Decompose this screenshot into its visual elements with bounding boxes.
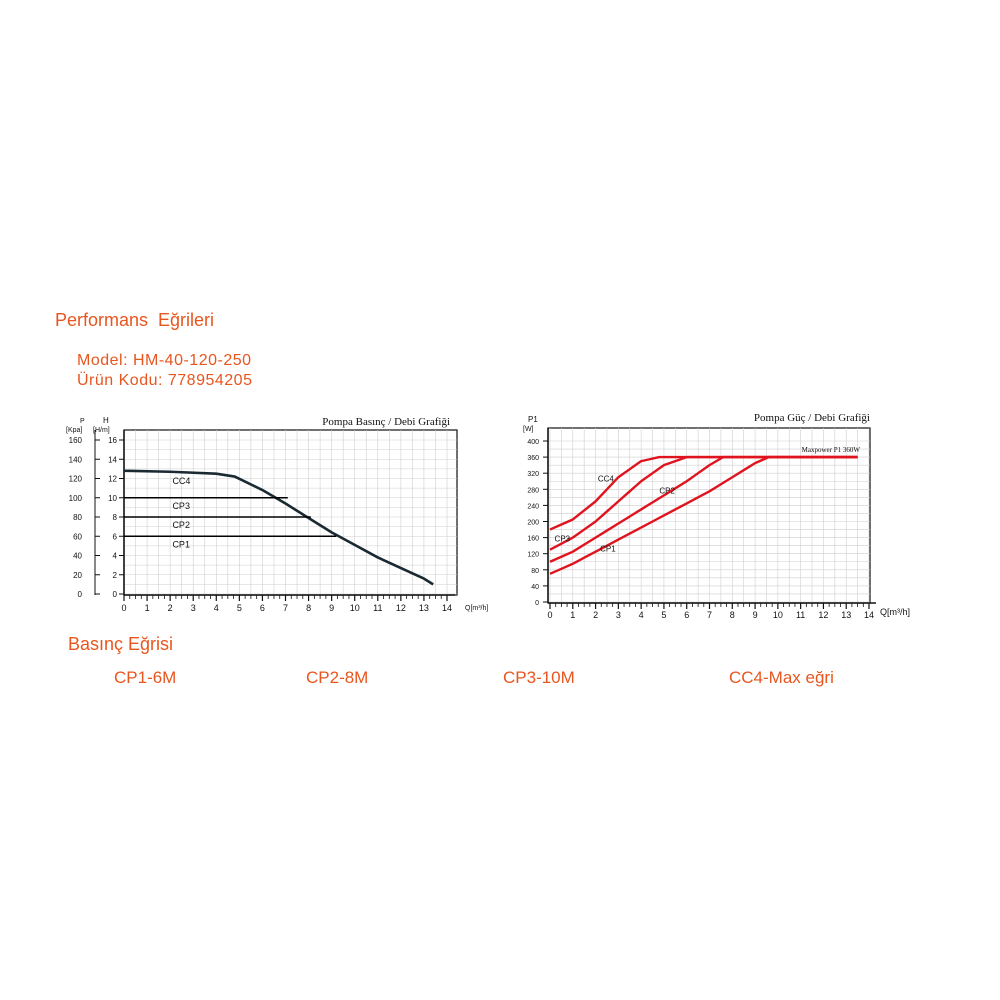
x-tick-label: 13 [841, 610, 851, 620]
x-tick-label: 7 [707, 610, 712, 620]
y-tick-label: 240 [527, 503, 539, 510]
y-tick-label: 80 [531, 568, 539, 575]
y-tick-label-h: 12 [108, 475, 117, 484]
y-axis-label: P1 [528, 415, 538, 424]
x-tick-label: 11 [373, 603, 382, 613]
product-code-label: Ürün Kodu: 778954205 [77, 372, 253, 389]
y-tick-label-h: 4 [113, 552, 118, 561]
x-tick-label: 9 [329, 603, 334, 613]
series-cp2-label: CP2 [659, 486, 675, 495]
y-tick-label-h: 0 [113, 590, 118, 599]
legend-item-cp3: CP3-10M [503, 668, 575, 687]
x-tick-label: 3 [191, 603, 196, 613]
y-tick-label-p: 40 [73, 552, 82, 561]
x-tick-label: 6 [260, 603, 265, 613]
x-tick-label: 11 [796, 610, 805, 620]
h-axis-label: H [103, 416, 109, 425]
max-power-annotation: Maxpower P1 360W [802, 446, 861, 454]
y-tick-label-p: 80 [73, 513, 82, 522]
x-tick-label: 7 [283, 603, 288, 613]
x-axis-label: Q[m³/h] [465, 605, 488, 612]
x-tick-label: 1 [570, 610, 575, 620]
chart-title: Pompa Güç / Debi Grafiği [754, 412, 870, 424]
p-axis-label: P [80, 418, 85, 425]
y-tick-label-p: 60 [73, 532, 82, 541]
x-tick-label: 1 [145, 603, 150, 613]
chart-title: Pompa Basınç / Debi Grafiği [322, 416, 450, 428]
legend-item-cp1: CP1-6M [114, 668, 177, 687]
p-axis-unit: [Kpa] [66, 427, 82, 434]
x-tick-label: 0 [547, 610, 552, 620]
legend-item-cc4: CC4-Max eğri [729, 668, 834, 687]
series-cc4-label: CC4 [172, 476, 190, 486]
x-tick-label: 0 [121, 603, 126, 613]
y-tick-label: 0 [535, 600, 539, 607]
x-tick-label: 5 [661, 610, 666, 620]
y-tick-label: 360 [527, 455, 539, 462]
x-tick-label: 2 [593, 610, 598, 620]
legend-title: Basınç Eğrisi [68, 634, 174, 654]
y-tick-label-h: 8 [113, 513, 118, 522]
x-tick-label: 3 [616, 610, 621, 620]
model-label: Model: HM-40-120-250 [77, 352, 252, 369]
x-tick-label: 8 [306, 603, 311, 613]
x-tick-label: 12 [396, 603, 406, 613]
y-tick-label-h: 14 [108, 455, 117, 464]
x-tick-label: 14 [442, 603, 452, 613]
y-tick-label-h: 16 [108, 436, 117, 445]
y-tick-label-h: 2 [113, 571, 118, 580]
y-tick-label-p: 0 [78, 590, 83, 599]
series-cp3-line [549, 455, 858, 551]
series-cp3-label: CP3 [172, 501, 190, 511]
y-tick-label: 200 [527, 520, 539, 527]
series-cp2-label: CP2 [172, 520, 190, 530]
y-tick-label: 280 [527, 487, 539, 494]
series-cp1-label: CP1 [172, 539, 190, 549]
series-cp1-label: CP1 [600, 545, 616, 554]
plot-frame [547, 427, 871, 604]
series-cc4-line [123, 469, 434, 586]
page-title: Performans Eğrileri [55, 310, 215, 330]
h-axis-unit: [H/m] [93, 427, 110, 434]
x-tick-label: 2 [168, 603, 173, 613]
y-tick-label-h: 10 [108, 494, 117, 503]
y-tick-label: 320 [527, 471, 539, 478]
series-cc4-label: CC4 [598, 474, 615, 483]
x-tick-label: 9 [753, 610, 758, 620]
series-cc4-line [549, 455, 858, 531]
y-tick-label-p: 20 [73, 571, 82, 580]
x-tick-label: 12 [818, 610, 828, 620]
y-tick-label: 40 [531, 584, 539, 591]
y-tick-label-p: 120 [69, 475, 83, 484]
x-tick-label: 5 [237, 603, 242, 613]
series-cp1-line [549, 455, 858, 575]
x-tick-label: 10 [350, 603, 360, 613]
y-tick-label-h: 6 [113, 532, 118, 541]
y-tick-label-p: 140 [69, 455, 83, 464]
x-tick-label: 13 [419, 603, 429, 613]
y-tick-label: 120 [527, 552, 539, 559]
y-axis-unit: [W] [523, 426, 534, 433]
series-cp2-line [549, 455, 858, 563]
y-tick-label-p: 160 [69, 436, 83, 445]
x-tick-label: 14 [864, 610, 874, 620]
y-tick-label: 400 [527, 439, 539, 446]
x-tick-label: 6 [684, 610, 689, 620]
legend-item-cp2: CP2-8M [306, 668, 369, 687]
y-tick-label: 160 [527, 536, 539, 543]
x-tick-label: 10 [773, 610, 783, 620]
y-tick-label-p: 100 [69, 494, 83, 503]
x-tick-label: 4 [214, 603, 219, 613]
x-axis-label: Q[m³/h] [880, 607, 910, 617]
series-cp3-label: CP3 [555, 535, 571, 544]
x-tick-label: 4 [639, 610, 644, 620]
x-tick-label: 8 [730, 610, 735, 620]
